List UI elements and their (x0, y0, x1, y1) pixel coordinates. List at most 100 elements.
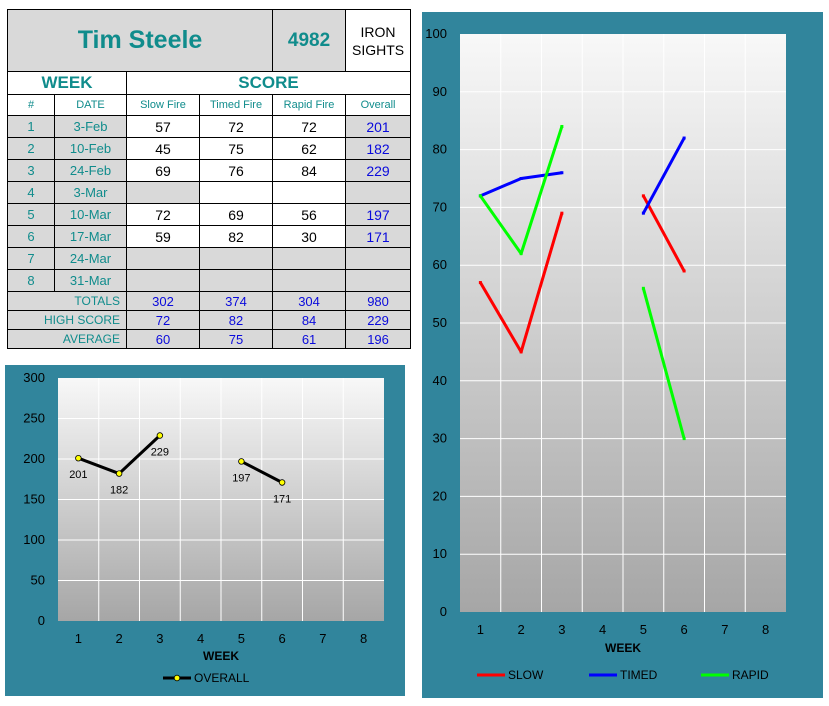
data-point (75, 454, 82, 462)
y-tick-label: 20 (433, 488, 447, 503)
date-cell: 3-Feb (54, 115, 127, 138)
data-point (560, 171, 564, 175)
x-tick-label: 5 (640, 622, 647, 637)
overall-cell (345, 181, 412, 204)
table-row: 2 10-Feb 45 75 62 182 (7, 137, 412, 160)
overall-cell (345, 247, 412, 270)
data-label: 201 (69, 469, 87, 481)
rapid-fire-cell (272, 181, 347, 204)
timed-fire-cell: 76 (198, 159, 274, 182)
summary-timed-cell: 75 (198, 329, 274, 349)
data-label: 171 (273, 493, 291, 505)
y-tick-label: 40 (433, 373, 447, 388)
x-axis-label: WEEK (605, 641, 641, 655)
summary-rapid-cell: 304 (272, 291, 347, 311)
column-header-date: DATE (54, 94, 127, 116)
y-tick-label: 100 (23, 532, 45, 547)
slow-fire-cell (126, 181, 200, 204)
series-line-rapid (641, 287, 686, 439)
week-number-cell: 6 (7, 225, 55, 248)
x-tick-label: 7 (319, 631, 326, 646)
week-number-cell: 1 (7, 115, 55, 138)
data-point (278, 479, 286, 486)
slow-fire-cell: 57 (126, 115, 200, 138)
overall-cell: 201 (345, 115, 412, 138)
y-tick-label: 50 (31, 573, 45, 588)
timed-fire-cell: 69 (198, 203, 274, 226)
date-cell: 24-Mar (54, 247, 127, 270)
data-point (238, 458, 245, 465)
sight-type: IRON SIGHTS (345, 9, 412, 72)
date-cell: 17-Mar (54, 225, 127, 248)
table-row: 7 24-Mar (7, 247, 412, 270)
slow-fire-cell: 72 (126, 203, 200, 226)
summary-row: AVERAGE 60 75 61 196 (7, 329, 412, 349)
week-header: WEEK (7, 71, 127, 95)
summary-row: HIGH SCORE 72 82 84 229 (7, 310, 412, 330)
date-cell: 10-Mar (54, 203, 127, 226)
summary-slow-cell: 302 (126, 291, 200, 311)
column-header-number: # (7, 94, 55, 116)
data-point (560, 211, 564, 215)
summary-rapid-cell: 61 (272, 329, 347, 349)
sight-type-line2: SIGHTS (351, 41, 405, 58)
series-line-overall (240, 460, 283, 484)
slow-fire-cell: 45 (126, 137, 200, 160)
slow-fire-cell (126, 247, 200, 270)
summary-label: HIGH SCORE (7, 310, 127, 330)
x-tick-label: 5 (238, 631, 245, 646)
data-point (115, 470, 123, 477)
column-header-overall: Overall (345, 94, 412, 116)
y-tick-label: 0 (38, 613, 45, 628)
timed-fire-cell: 82 (198, 225, 274, 248)
data-point (478, 281, 482, 285)
overall-cell: 197 (345, 203, 412, 226)
rapid-fire-cell: 84 (272, 159, 347, 182)
summary-overall-cell: 229 (345, 310, 412, 330)
legend-label-timed: TIMED (620, 668, 658, 682)
week-number-cell: 4 (7, 181, 55, 204)
data-point (156, 432, 164, 439)
y-tick-label: 90 (433, 84, 447, 99)
summary-overall-cell: 980 (345, 291, 412, 311)
data-point (641, 286, 645, 290)
data-label: 229 (151, 447, 169, 459)
x-tick-label: 1 (477, 622, 484, 637)
summary-slow-cell: 60 (126, 329, 200, 349)
overall-cell: 182 (345, 137, 412, 160)
y-tick-label: 0 (440, 604, 447, 619)
rapid-fire-cell: 62 (272, 137, 347, 160)
timed-fire-cell: 72 (198, 115, 274, 138)
data-point (560, 124, 564, 128)
summary-label: TOTALS (7, 291, 127, 311)
y-tick-label: 200 (23, 451, 45, 466)
slow-fire-cell (126, 269, 200, 292)
data-label: 182 (110, 485, 128, 497)
series-line-timed (642, 137, 686, 214)
y-tick-label: 60 (433, 257, 447, 272)
summary-rapid-cell: 84 (272, 310, 347, 330)
summary-row: TOTALS 302 374 304 980 (7, 291, 412, 311)
week-number-cell: 7 (7, 247, 55, 270)
rapid-fire-cell (272, 247, 347, 270)
x-tick-label: 6 (681, 622, 688, 637)
timed-fire-cell (198, 247, 274, 270)
overall-cell: 171 (345, 225, 412, 248)
legend-label-overall: OVERALL (194, 671, 250, 685)
x-tick-label: 2 (116, 631, 123, 646)
rapid-fire-cell: 30 (272, 225, 347, 248)
x-axis-label: WEEK (203, 649, 239, 663)
y-tick-label: 10 (433, 546, 447, 561)
data-point (682, 136, 686, 140)
table-row: 1 3-Feb 57 72 72 201 (7, 115, 412, 138)
x-tick-label: 1 (75, 631, 82, 646)
summary-label: AVERAGE (7, 329, 127, 349)
column-header-rapid-fire: Rapid Fire (272, 94, 347, 116)
x-tick-label: 6 (279, 631, 286, 646)
summary-timed-cell: 374 (198, 291, 274, 311)
data-point (682, 269, 686, 273)
score-table: Tim Steele 4982 IRON SIGHTS WEEK SCORE #… (6, 9, 412, 349)
date-cell: 3-Mar (54, 181, 127, 204)
week-number-cell: 8 (7, 269, 55, 292)
legend-marker (173, 674, 181, 682)
